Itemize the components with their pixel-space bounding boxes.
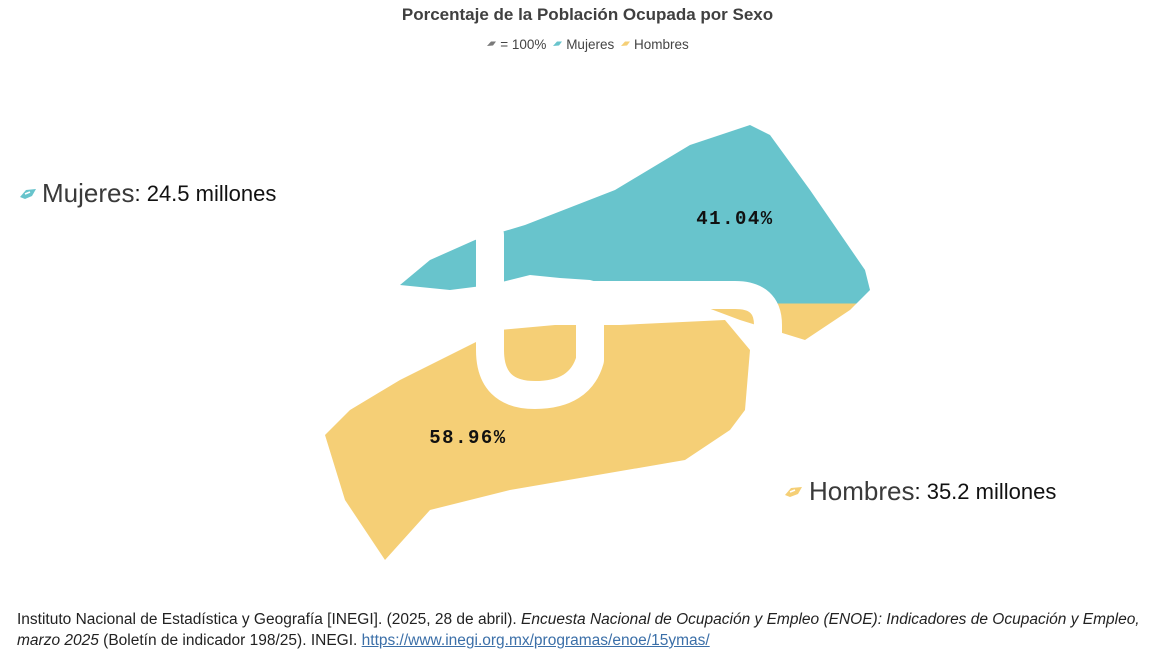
handshake-icon	[20, 188, 36, 199]
mujeres-value: : 24.5 millones	[134, 180, 277, 206]
source-text-2: (Boletín de indicador 198/25). INEGI.	[98, 632, 362, 649]
hand-outline	[476, 221, 782, 409]
legend-label-hombres: Hombres	[633, 36, 689, 52]
hombres-percent-label: 58.96%	[429, 427, 506, 449]
handshake-chart: 41.04% 58.96%	[325, 125, 870, 560]
source-text-1: Instituto Nacional de Estadística y Geog…	[17, 611, 522, 628]
legend-total: = 100%	[486, 37, 546, 52]
mujeres-percent-label: 41.04%	[696, 208, 773, 230]
hombres-label: Hombres : 35.2 millones	[783, 476, 1056, 507]
handshake-icon	[785, 486, 802, 497]
chart-title: Porcentaje de la Población Ocupada por S…	[401, 5, 774, 24]
source-citation: Instituto Nacional de Estadística y Geog…	[17, 609, 1167, 651]
handshake-icon	[553, 41, 563, 46]
hombres-value: : 35.2 millones	[914, 478, 1057, 504]
handshake-icon	[620, 41, 630, 46]
legend-item-hombres: Hombres	[620, 37, 689, 52]
handshake-icon	[487, 41, 497, 46]
legend-label-mujeres: Mujeres	[566, 36, 615, 52]
source-link[interactable]: https://www.inegi.org.mx/programas/enoe/…	[361, 632, 710, 649]
source-title: Encuesta Nacional de Ocupación y Empleo …	[17, 611, 1140, 649]
legend-item-mujeres: Mujeres	[552, 37, 614, 52]
mujeres-category: Mujeres	[42, 178, 135, 208]
legend-total-label: = 100%	[500, 36, 547, 52]
hombres-category: Hombres	[809, 476, 915, 506]
chart-legend: = 100% Mujeres Hombres	[0, 36, 1175, 52]
mujeres-label: Mujeres : 24.5 millones	[18, 178, 276, 209]
